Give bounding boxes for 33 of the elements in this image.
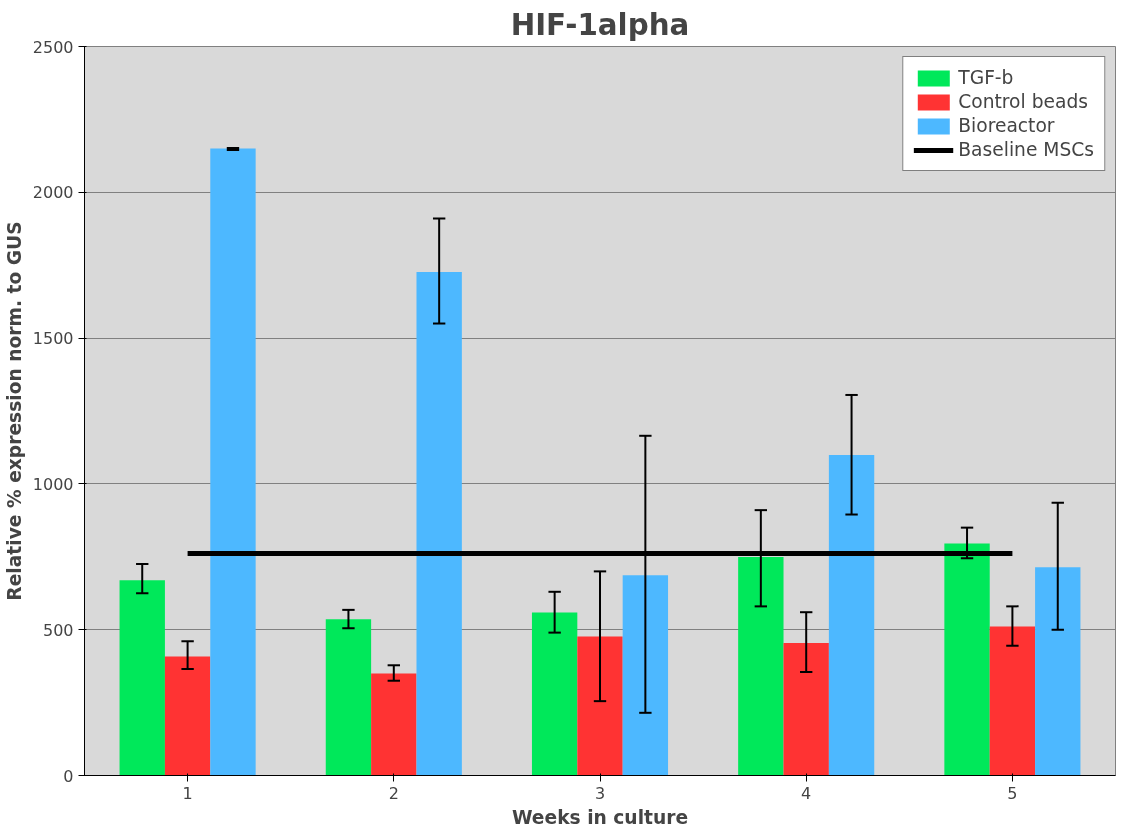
bar bbox=[164, 656, 211, 776]
y-tick-label: 2500 bbox=[32, 37, 74, 57]
y-tick-label: 0 bbox=[63, 766, 74, 786]
bar bbox=[1035, 567, 1081, 776]
bar bbox=[210, 148, 256, 776]
bar bbox=[738, 557, 784, 776]
x-tick-label: 1 bbox=[182, 783, 193, 803]
bar bbox=[577, 636, 623, 776]
y-tick-label: 2000 bbox=[32, 183, 74, 203]
bar bbox=[416, 271, 462, 776]
y-tick-label: 1000 bbox=[32, 474, 74, 494]
x-tick-label: 2 bbox=[388, 783, 399, 803]
bar bbox=[828, 455, 875, 776]
bar bbox=[119, 580, 165, 776]
legend-label: Baseline MSCs bbox=[958, 139, 1094, 160]
x-tick-label: 3 bbox=[594, 783, 606, 803]
legend-label: TGF-b bbox=[958, 67, 1014, 88]
chart-title: HIF-1alpha bbox=[510, 7, 690, 42]
x-axis-title: Weeks in culture bbox=[511, 806, 689, 828]
bar bbox=[325, 619, 372, 776]
bar bbox=[783, 643, 829, 776]
y-tick-label: 1500 bbox=[32, 329, 74, 349]
bar bbox=[944, 543, 990, 776]
bar bbox=[531, 612, 578, 776]
bar bbox=[622, 575, 669, 776]
x-tick-label: 4 bbox=[801, 783, 812, 803]
legend-label: Bioreactor bbox=[958, 115, 1055, 136]
bar bbox=[989, 626, 1036, 776]
y-tick-label: 500 bbox=[42, 620, 74, 640]
legend-label: Control beads bbox=[958, 91, 1088, 112]
x-tick-label: 5 bbox=[1007, 783, 1018, 803]
bar bbox=[371, 673, 417, 776]
y-axis-title: Relative % expression norm. to GUS bbox=[3, 221, 25, 601]
